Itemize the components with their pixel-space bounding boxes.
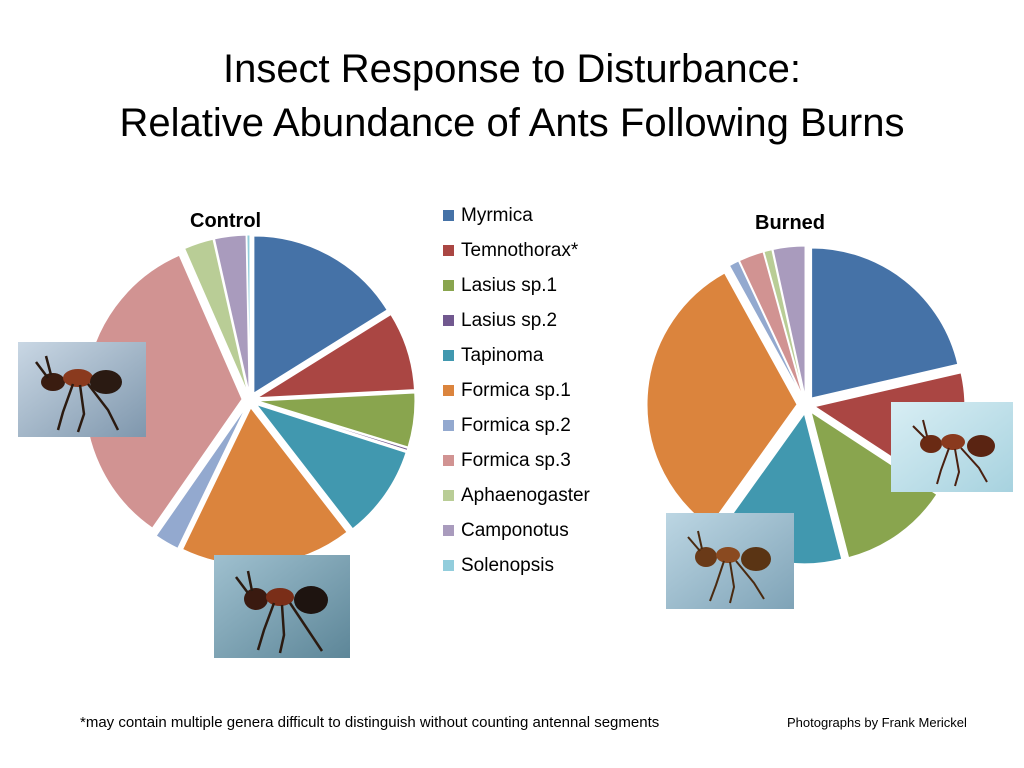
pie-slice-tapinoma — [255, 403, 407, 530]
pie-slice-formica-sp-2 — [155, 406, 247, 549]
photo-credit: Photographs by Frank Merickel — [787, 715, 967, 730]
pie-slice-camponotus — [772, 245, 806, 397]
legend-item: Aphaenogaster — [443, 478, 590, 513]
legend-item: Formica sp.1 — [443, 373, 590, 408]
pie-slice-aphaenogaster — [184, 238, 248, 393]
chart-legend: Myrmica Temnothorax* Lasius sp.1 Lasius sp.… — [443, 198, 590, 583]
pie-slice-myrmica — [253, 235, 388, 394]
slide-title: Insect Response to Disturbance: Relative… — [0, 42, 1024, 150]
legend-swatch — [443, 525, 454, 536]
legend-item: Lasius sp.1 — [443, 268, 590, 303]
legend-label: Formica sp.1 — [461, 379, 571, 401]
pie-slice-solenopsis — [246, 234, 251, 393]
title-line-1: Insect Response to Disturbance: — [222, 47, 802, 91]
pie-slice-lasius-sp-1 — [810, 411, 938, 559]
legend-item: Camponotus — [443, 513, 590, 548]
pie-slice-camponotus — [213, 234, 250, 393]
legend-label: Myrmica — [461, 204, 533, 226]
pie-slice-temnothorax — [255, 313, 415, 399]
legend-label: Lasius sp.1 — [461, 274, 558, 296]
legend-swatch — [443, 455, 454, 466]
pie-slice-lasius-sp-2 — [257, 401, 409, 451]
control-pie-title: Control — [190, 210, 262, 232]
legend-swatch — [443, 385, 454, 396]
legend-item: Formica sp.2 — [443, 408, 590, 443]
ant-photo-formica-sp3 — [18, 342, 146, 437]
legend-item: Temnothorax* — [443, 233, 590, 268]
pie-slice-aphaenogaster — [763, 249, 805, 397]
legend-item: Tapinoma — [443, 338, 590, 373]
ant-photo-myrmica — [666, 513, 794, 609]
footnote: *may contain multiple genera difficult t… — [80, 714, 660, 731]
legend-swatch — [443, 315, 454, 326]
legend-item: Myrmica — [443, 198, 590, 233]
legend-swatch — [443, 560, 454, 571]
pie-slice-lasius-sp-1 — [257, 392, 416, 448]
title-line-2: Relative Abundance of Ants Following Bur… — [119, 101, 905, 145]
legend-label: Camponotus — [461, 519, 569, 541]
legend-label: Formica sp.2 — [461, 414, 571, 436]
legend-item: Solenopsis — [443, 548, 590, 583]
ant-photo-temnothorax — [891, 402, 1013, 492]
pie-slice-formica-sp-1 — [646, 272, 798, 528]
legend-swatch — [443, 490, 454, 501]
pie-slice-myrmica — [811, 247, 959, 399]
control-pie-chart — [84, 234, 416, 566]
pie-slice-formica-sp-2 — [728, 260, 803, 398]
legend-label: Formica sp.3 — [461, 449, 571, 471]
legend-swatch — [443, 210, 454, 221]
ant-photo-formica-sp1 — [214, 555, 350, 658]
legend-swatch — [443, 245, 454, 256]
burned-pie-title: Burned — [755, 212, 825, 234]
legend-label: Aphaenogaster — [461, 484, 590, 506]
legend-item: Lasius sp.2 — [443, 303, 590, 338]
legend-swatch — [443, 280, 454, 291]
legend-swatch — [443, 350, 454, 361]
legend-item: Formica sp.3 — [443, 443, 590, 478]
legend-label: Temnothorax* — [461, 239, 579, 261]
legend-label: Tapinoma — [461, 344, 544, 366]
pie-slice-formica-sp-3 — [738, 251, 804, 397]
legend-swatch — [443, 420, 454, 431]
legend-label: Lasius sp.2 — [461, 309, 558, 331]
legend-label: Solenopsis — [461, 554, 554, 576]
